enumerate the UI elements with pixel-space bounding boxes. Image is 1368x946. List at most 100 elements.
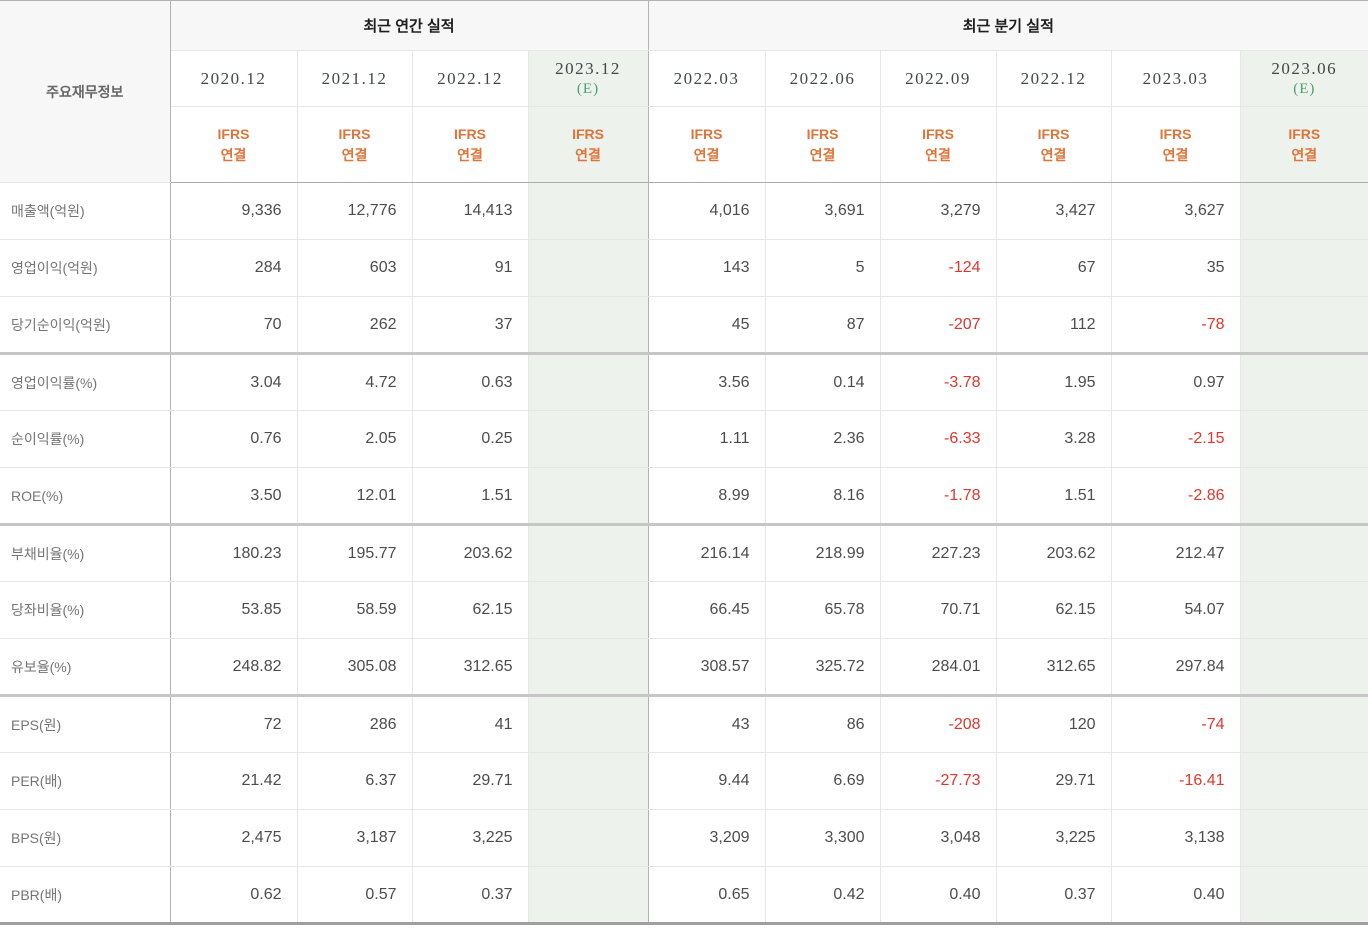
value-cell: 3,627 — [1111, 182, 1241, 240]
value-cell: 4,016 — [648, 182, 766, 240]
column-standard-header: IFRS 연결 — [412, 106, 529, 183]
value-cell — [528, 239, 649, 297]
value-cell: 91 — [412, 239, 529, 297]
row-label: 순이익률(%) — [0, 410, 171, 468]
value-cell — [1240, 182, 1368, 240]
column-date-text: 2022.12 — [437, 68, 503, 88]
column-standard-header: IFRS 연결 — [648, 106, 766, 183]
ifrs-scope-label: 연결 — [1162, 146, 1189, 163]
value-cell — [528, 752, 649, 810]
table-row: PER(배) 21.42 6.37 29.71 9.44 6.69 -27.73 29.71-… — [0, 752, 1368, 810]
value-cell — [528, 353, 649, 411]
table-row: 부채비율(%) 180.23 195.77 203.62 216.14 218.99 227… — [0, 524, 1368, 582]
row-label: 매출액(억원) — [0, 182, 171, 240]
value-cell: 262 — [297, 296, 413, 355]
value-cell: 0.65 — [648, 866, 766, 924]
value-cell: 216.14 — [648, 524, 766, 582]
column-date-text: 2022.06 — [789, 68, 856, 88]
table-row: 당좌비율(%) 53.85 58.59 62.15 66.45 65.78 70.71 62.… — [0, 581, 1368, 639]
value-cell: -78 — [1111, 296, 1241, 355]
column-date-header: 2023.03 — [1111, 50, 1241, 107]
column-standard-header: IFRS 연결 — [765, 106, 881, 183]
value-cell: 62.15 — [996, 581, 1112, 639]
value-cell: 305.08 — [297, 638, 413, 697]
table-row: PBR(배) 0.62 0.57 0.37 0.65 0.42 0.40 0.37 0.40 — [0, 866, 1368, 924]
value-cell — [1240, 809, 1368, 867]
value-cell: 2.05 — [297, 410, 413, 468]
row-label: PER(배) — [0, 752, 171, 810]
value-cell: 3.28 — [996, 410, 1112, 468]
table-row: ROE(%) 3.50 12.01 1.51 8.99 8.16 -1.78 1.51 -2.8… — [0, 467, 1368, 526]
table-row: 영업이익률(%) 3.04 4.72 0.63 3.56 0.14 -3.78 1.95 0.9… — [0, 353, 1368, 411]
value-cell: 3,300 — [765, 809, 881, 867]
value-cell: 41 — [412, 695, 529, 753]
row-label: ROE(%) — [0, 467, 171, 526]
value-cell: -208 — [880, 695, 997, 753]
column-date-text: 2023.12 — [555, 59, 621, 78]
value-cell: 0.25 — [412, 410, 529, 468]
value-cell: 6.37 — [297, 752, 413, 810]
value-cell: 0.42 — [765, 866, 881, 924]
value-cell: 72 — [170, 695, 298, 753]
row-label: 부채비율(%) — [0, 524, 171, 582]
ifrs-scope-label: 연결 — [457, 146, 483, 163]
value-cell — [1240, 638, 1368, 697]
value-cell: 3,209 — [648, 809, 766, 867]
value-cell — [528, 638, 649, 697]
value-cell: -207 — [880, 296, 997, 355]
value-cell — [528, 296, 649, 355]
row-label: 유보율(%) — [0, 638, 171, 697]
value-cell — [1240, 524, 1368, 582]
value-cell — [1240, 296, 1368, 355]
value-cell: 8.16 — [765, 467, 881, 526]
financial-rows: 매출액(억원) 9,336 12,776 14,413 4,016 3,691 3,279 3… — [0, 182, 1368, 924]
value-cell: 3.04 — [170, 353, 298, 411]
value-cell: 3,427 — [996, 182, 1112, 240]
value-cell: 0.76 — [170, 410, 298, 468]
column-date-header: 2023.06 (E) — [1240, 50, 1368, 107]
value-cell: 14,413 — [412, 182, 529, 240]
value-cell: 12.01 — [297, 467, 413, 526]
value-cell: 120 — [996, 695, 1112, 753]
ifrs-scope-label: 연결 — [1291, 146, 1318, 163]
value-cell: 0.37 — [996, 866, 1112, 924]
column-date-text: 2022.12 — [1020, 68, 1087, 88]
value-cell: 0.57 — [297, 866, 413, 924]
value-cell: 9,336 — [170, 182, 298, 240]
ifrs-standard-label: IFRS — [806, 125, 839, 142]
value-cell: 218.99 — [765, 524, 881, 582]
group-header-annual: 최근 연간 실적 — [170, 0, 649, 51]
value-cell: -74 — [1111, 695, 1241, 753]
value-cell — [528, 809, 649, 867]
value-cell — [1240, 353, 1368, 411]
value-cell: 0.62 — [170, 866, 298, 924]
value-cell: 5 — [765, 239, 881, 297]
ifrs-standard-label: IFRS — [922, 125, 954, 142]
value-cell: 43 — [648, 695, 766, 753]
value-cell: 29.71 — [996, 752, 1112, 810]
value-cell: 3,225 — [412, 809, 529, 867]
value-cell: 54.07 — [1111, 581, 1241, 639]
value-cell: 3,187 — [297, 809, 413, 867]
ifrs-standard-label: IFRS — [572, 125, 604, 142]
value-cell — [1240, 866, 1368, 924]
value-cell: -3.78 — [880, 353, 997, 411]
value-cell: 0.97 — [1111, 353, 1241, 411]
value-cell: 1.51 — [996, 467, 1112, 526]
value-cell — [1240, 581, 1368, 639]
column-date-header: 2020.12 — [170, 50, 298, 107]
value-cell: 67 — [996, 239, 1112, 297]
column-date-header: 2022.12 — [996, 50, 1112, 107]
value-cell: 2,475 — [170, 809, 298, 867]
row-label: 영업이익률(%) — [0, 353, 171, 411]
value-cell: 3.50 — [170, 467, 298, 526]
value-cell: 203.62 — [996, 524, 1112, 582]
value-cell: 143 — [648, 239, 766, 297]
column-date-text: 2022.03 — [673, 68, 740, 88]
column-standard-header: IFRS 연결 — [528, 106, 649, 183]
value-cell: 4.72 — [297, 353, 413, 411]
ifrs-standard-label: IFRS — [338, 125, 371, 142]
value-cell — [528, 866, 649, 924]
value-cell: 53.85 — [170, 581, 298, 639]
